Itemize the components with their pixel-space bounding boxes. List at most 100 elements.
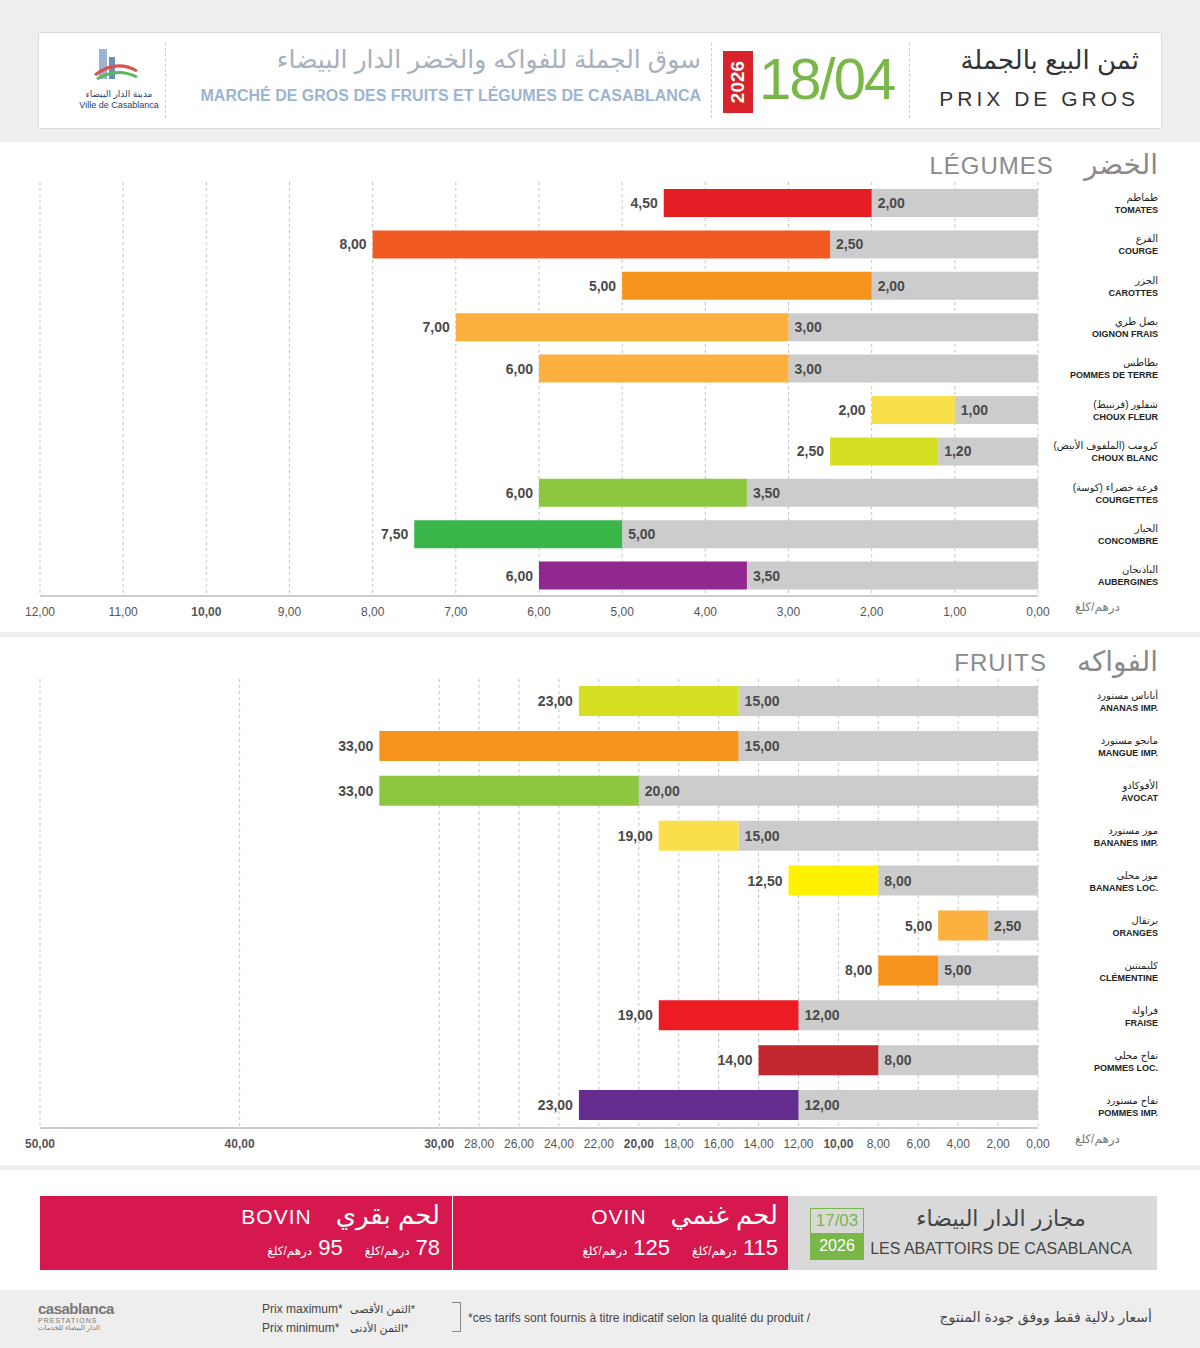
svg-text:بطاطس: بطاطس [1123,357,1158,368]
svg-text:AVOCAT: AVOCAT [1121,793,1158,803]
svg-text:14,00: 14,00 [718,1052,753,1068]
svg-text:الجزر: الجزر [1134,275,1158,286]
svg-text:24,00: 24,00 [544,1137,574,1151]
svg-text:POMMES LOC.: POMMES LOC. [1094,1063,1158,1073]
svg-text:11,00: 11,00 [109,605,138,619]
svg-text:5,00: 5,00 [905,918,932,934]
svg-text:AUBERGINES: AUBERGINES [1098,577,1158,587]
svg-text:2,00: 2,00 [986,1137,1010,1151]
svg-text:2,00: 2,00 [860,605,884,619]
svg-text:30,00: 30,00 [424,1137,454,1151]
svg-text:شفلور (قرنبيط): شفلور (قرنبيط) [1093,399,1158,410]
svg-text:CHOUX BLANC: CHOUX BLANC [1092,453,1159,463]
svg-text:3,50: 3,50 [753,485,780,501]
svg-text:2,00: 2,00 [878,278,905,294]
svg-text:بصل طري: بصل طري [1115,316,1158,328]
svg-text:20,00: 20,00 [624,1137,654,1151]
svg-text:BANANES LOC.: BANANES LOC. [1089,883,1158,893]
svg-text:8,00: 8,00 [339,236,366,252]
svg-text:6,00: 6,00 [506,568,533,584]
svg-text:12,00: 12,00 [783,1137,813,1151]
svg-text:5,00: 5,00 [589,278,616,294]
svg-text:28,00: 28,00 [464,1137,494,1151]
svg-text:كرومب (الملفوف الأبيض): كرومب (الملفوف الأبيض) [1053,439,1158,452]
svg-text:33,00: 33,00 [338,783,373,799]
svg-text:15,00: 15,00 [745,693,780,709]
svg-text:OIGNON FRAIS: OIGNON FRAIS [1092,329,1158,339]
svg-text:FRAISE: FRAISE [1125,1018,1158,1028]
svg-text:26,00: 26,00 [504,1137,534,1151]
svg-text:CLÉMENTINE: CLÉMENTINE [1100,973,1159,983]
svg-text:5,00: 5,00 [628,526,655,542]
svg-text:18,00: 18,00 [664,1137,694,1151]
svg-text:20,00: 20,00 [645,783,680,799]
svg-text:كليمنتين: كليمنتين [1124,960,1158,971]
svg-text:23,00: 23,00 [538,1097,573,1113]
svg-text:8,00: 8,00 [884,873,911,889]
svg-text:الباذنجان: الباذنجان [1122,564,1158,575]
svg-text:القرع: القرع [1136,233,1158,245]
svg-text:10,00: 10,00 [823,1137,853,1151]
svg-text:CAROTTES: CAROTTES [1109,288,1159,298]
svg-text:19,00: 19,00 [618,1007,653,1023]
svg-text:CHOUX FLEUR: CHOUX FLEUR [1093,412,1159,422]
svg-text:3,00: 3,00 [777,605,801,619]
svg-text:BANANES IMP.: BANANES IMP. [1094,838,1158,848]
svg-text:6,00: 6,00 [506,361,533,377]
svg-text:40,00: 40,00 [225,1137,255,1151]
svg-text:2,50: 2,50 [797,443,824,459]
svg-text:برتقال: برتقال [1132,915,1158,926]
svg-text:6,00: 6,00 [907,1137,931,1151]
svg-text:POMMES IMP.: POMMES IMP. [1098,1108,1158,1118]
svg-text:قرعة خضراء (كوسة): قرعة خضراء (كوسة) [1073,482,1159,493]
svg-text:8,00: 8,00 [884,1052,911,1068]
svg-text:3,50: 3,50 [753,568,780,584]
svg-text:3,00: 3,00 [795,361,822,377]
svg-text:8,00: 8,00 [845,962,872,978]
svg-text:COURGETTES: COURGETTES [1095,495,1158,505]
svg-text:4,00: 4,00 [694,605,718,619]
svg-text:23,00: 23,00 [538,693,573,709]
svg-text:ORANGES: ORANGES [1112,928,1158,938]
svg-text:أناناس مستورد: أناناس مستورد [1097,689,1158,701]
svg-text:14,00: 14,00 [744,1137,774,1151]
svg-text:ANANAS IMP.: ANANAS IMP. [1100,703,1158,713]
svg-text:19,00: 19,00 [618,828,653,844]
svg-text:50,00: 50,00 [25,1137,55,1151]
svg-text:1,20: 1,20 [944,443,971,459]
svg-text:0,00: 0,00 [1026,1137,1050,1151]
svg-text:6,00: 6,00 [506,485,533,501]
svg-text:MANGUE IMP.: MANGUE IMP. [1098,748,1158,758]
svg-text:تفاح محلي: تفاح محلي [1114,1050,1158,1062]
svg-text:2,50: 2,50 [994,918,1021,934]
svg-text:4,00: 4,00 [946,1137,970,1151]
svg-text:فراولة: فراولة [1132,1005,1159,1017]
svg-text:10,00: 10,00 [191,605,221,619]
svg-text:2,00: 2,00 [838,402,865,418]
svg-text:COURGE: COURGE [1118,246,1158,256]
svg-text:7,50: 7,50 [381,526,408,542]
svg-text:4,50: 4,50 [631,195,658,211]
svg-text:22,00: 22,00 [584,1137,614,1151]
svg-text:مانجو مستورد: مانجو مستورد [1101,735,1158,746]
svg-text:طماطم: طماطم [1127,192,1158,204]
svg-text:الخيار: الخيار [1134,523,1158,534]
svg-text:POMMES DE TERRE: POMMES DE TERRE [1070,370,1158,380]
svg-text:الأفوكادو: الأفوكادو [1121,779,1158,792]
svg-text:1,00: 1,00 [943,605,967,619]
svg-text:15,00: 15,00 [745,828,780,844]
svg-text:15,00: 15,00 [745,738,780,754]
svg-text:1,00: 1,00 [961,402,988,418]
svg-text:33,00: 33,00 [338,738,373,754]
svg-text:7,00: 7,00 [423,319,450,335]
svg-text:5,00: 5,00 [944,962,971,978]
svg-text:0,00: 0,00 [1026,605,1050,619]
svg-text:6,00: 6,00 [527,605,551,619]
svg-text:16,00: 16,00 [704,1137,734,1151]
svg-text:12,00: 12,00 [804,1007,839,1023]
svg-text:12,00: 12,00 [804,1097,839,1113]
svg-text:9,00: 9,00 [278,605,302,619]
svg-text:5,00: 5,00 [610,605,634,619]
svg-text:موز محلي: موز محلي [1116,870,1158,882]
svg-text:موز مستورد: موز مستورد [1108,825,1158,836]
